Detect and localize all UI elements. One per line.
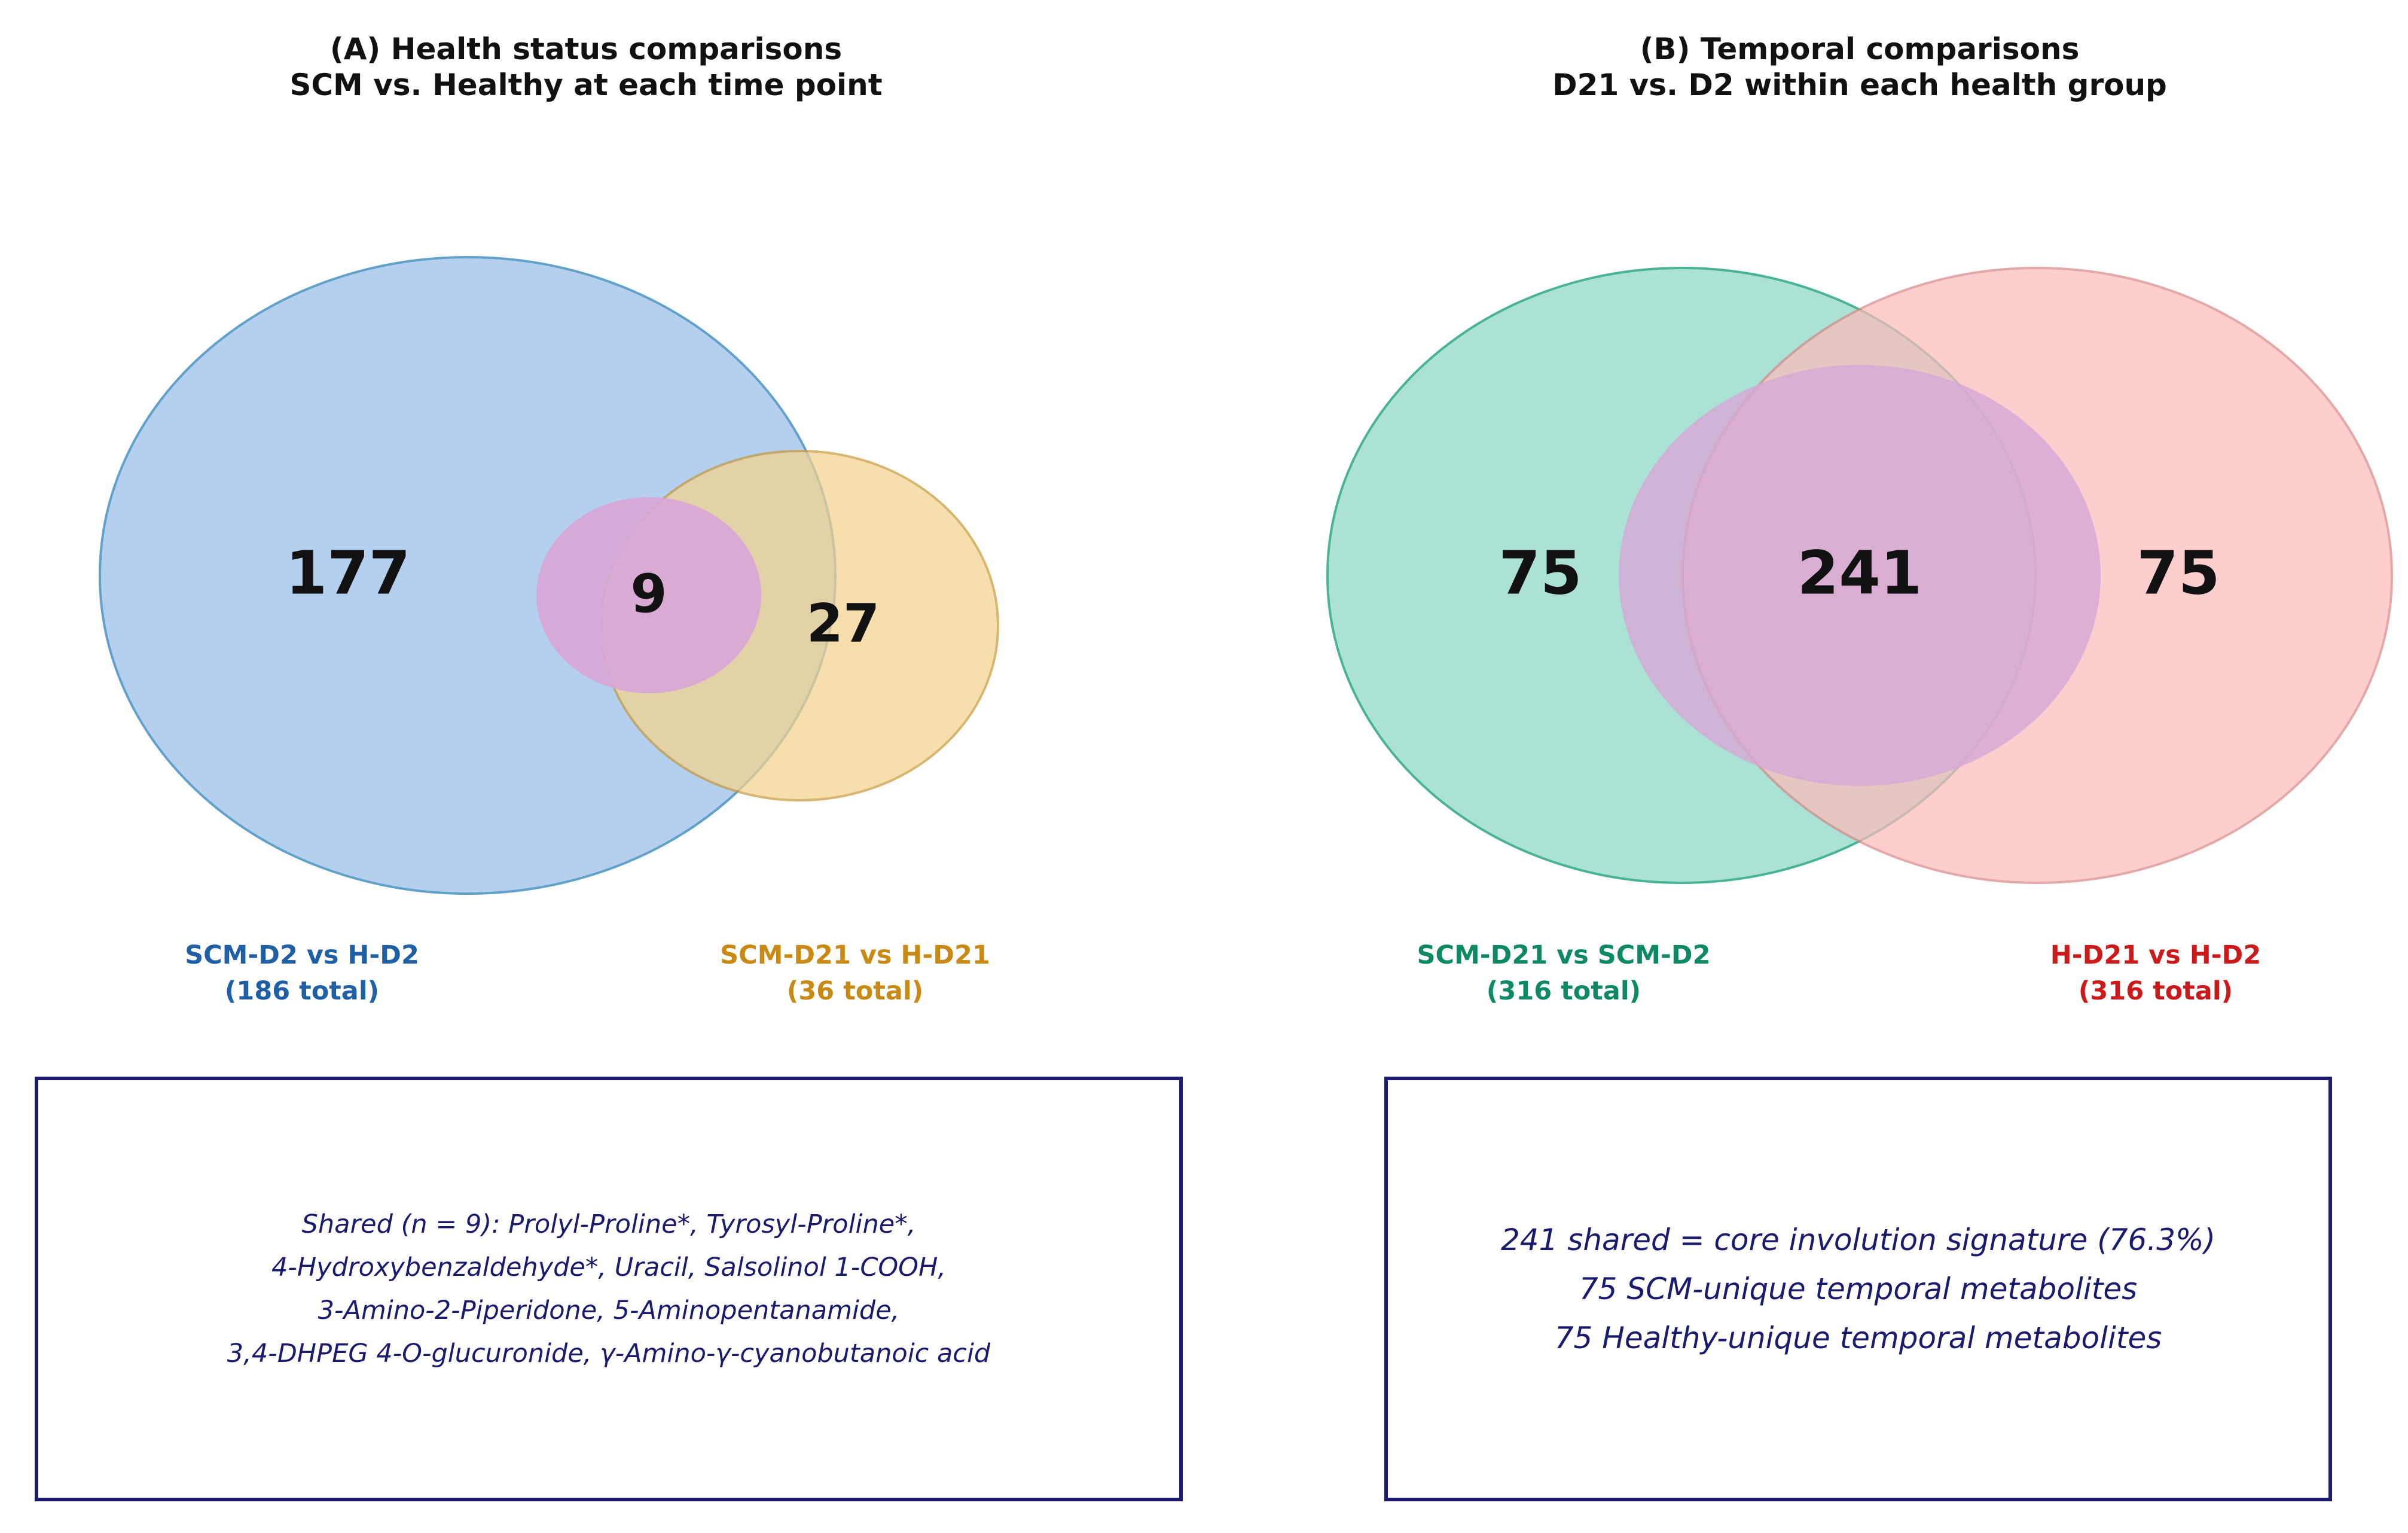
panel-b-note-line: 241 shared = core involution signature (… [1500, 1223, 2216, 1257]
venn-a-only-first-count: 177 [286, 538, 411, 608]
venn-a: 177 9 27 [99, 256, 999, 895]
panel-b-title-line1: (B) Temporal comparisons [1640, 32, 2080, 66]
panel-a-note-line: 3,4-DHPEG 4-O-glucuronide, γ-Amino-γ-cya… [227, 1339, 991, 1369]
panel-b-title: (B) Temporal comparisons D21 vs. D2 with… [1292, 31, 2408, 103]
venn-diagrams: 177 9 27 75 241 75 [99, 256, 2393, 895]
panel-b-title-line2: D21 vs. D2 within each health group [1552, 68, 2167, 102]
panel-a-note-text: Shared (n = 9): Prolyl-Proline*, Tyrosyl… [227, 1203, 990, 1375]
venn-a-set2-total: (36 total) [786, 976, 924, 1006]
panel-b-note-box: 241 shared = core involution signature (… [1384, 1077, 2332, 1501]
venn-b: 75 241 75 [1326, 267, 2393, 884]
panel-b-note-line: 75 SCM-unique temporal metabolites [1579, 1272, 2138, 1306]
venn-b-set1-total: (316 total) [1486, 976, 1641, 1006]
panel-a-note-line: 4-Hydroxybenzaldehyde*, Uracil, Salsolin… [271, 1252, 947, 1282]
panel-b-note-line: 75 Healthy-unique temporal metabolites [1554, 1321, 2162, 1355]
venn-b-only-first-count: 75 [1498, 538, 1582, 608]
panel-a-title-line1: (A) Health status comparisons [329, 32, 843, 66]
venn-b-intersection [1619, 365, 2101, 786]
panel-a-note-box: Shared (n = 9): Prolyl-Proline*, Tyrosyl… [35, 1077, 1183, 1501]
panel-a-title: (A) Health status comparisons SCM vs. He… [18, 31, 1154, 103]
panel-a-note-line: Shared (n = 9): Prolyl-Proline*, Tyrosyl… [301, 1209, 916, 1239]
venn-b-set2-label: H-D21 vs H-D2 (316 total) [1946, 937, 2365, 1009]
panel-a-title-line2: SCM vs. Healthy at each time point [289, 68, 883, 102]
venn-a-set2-label: SCM-D21 vs H-D21 (36 total) [646, 937, 1064, 1009]
venn-b-set1-label: SCM-D21 vs SCM-D2 (316 total) [1354, 937, 1773, 1009]
venn-b-only-second-count: 75 [2137, 538, 2220, 608]
venn-a-only-second-count: 27 [807, 593, 880, 654]
venn-b-shared-count: 241 [1797, 538, 1922, 608]
venn-b-set2-name: H-D21 vs H-D2 [2050, 940, 2261, 970]
venn-a-set1-name: SCM-D2 vs H-D2 [185, 940, 419, 970]
venn-a-set2-name: SCM-D21 vs H-D21 [720, 940, 990, 970]
panel-a-note-line: 3-Amino-2-Piperidone, 5-Aminopentanamide… [318, 1296, 900, 1325]
venn-b-set2-total: (316 total) [2078, 976, 2233, 1006]
panel-b-note-text: 241 shared = core involution signature (… [1501, 1215, 2215, 1363]
venn-a-shared-count: 9 [630, 563, 667, 625]
venn-b-set1-name: SCM-D21 vs SCM-D2 [1417, 940, 1711, 970]
venn-a-set1-label: SCM-D2 vs H-D2 (186 total) [93, 937, 511, 1009]
venn-a-intersection [536, 497, 761, 693]
venn-a-set1-total: (186 total) [224, 976, 380, 1006]
